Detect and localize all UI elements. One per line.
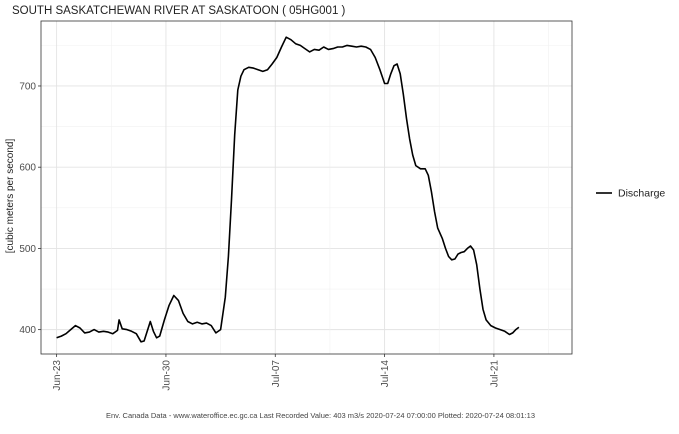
plot-border [40,20,573,355]
x-tick-label: Jun-30 [161,360,172,391]
legend-label: Discharge [618,188,665,200]
plot-background [41,21,572,354]
series-layer [56,36,520,343]
plot-area [41,21,572,354]
chart-title: SOUTH SASKATCHEWAN RIVER AT SASKATOON ( … [12,5,346,17]
series-line-discharge [56,36,520,343]
x-tick-label: Jul-21 [489,360,500,388]
y-tick-label: 400 [19,325,36,336]
y-tick-label: 600 [19,163,36,174]
legend: Discharge [596,188,665,200]
y-tick-label: 700 [19,81,36,92]
x-tick-label: Jun-23 [52,360,63,391]
x-axis: Jun-23 Jun-30 Jul-07 Jul-14 Jul-21 [52,354,500,391]
footer-note: Env. Canada Data - www.wateroffice.ec.gc… [106,411,536,420]
x-tick-label: Jul-14 [380,360,391,388]
y-axis: 400 500 600 700 [19,81,41,336]
y-axis-label: [cubic meters per second] [5,139,16,254]
gridlines [41,21,572,354]
x-tick-label: Jul-07 [271,360,282,388]
y-tick-label: 500 [19,244,36,255]
plot-frame [40,20,573,355]
